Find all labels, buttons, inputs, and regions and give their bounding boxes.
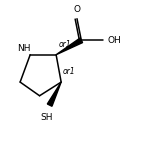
Text: SH: SH	[41, 113, 53, 122]
Polygon shape	[47, 82, 61, 106]
Polygon shape	[56, 38, 83, 55]
Text: or1: or1	[58, 40, 71, 49]
Text: O: O	[73, 5, 81, 14]
Text: OH: OH	[107, 36, 121, 45]
Text: NH: NH	[17, 44, 30, 53]
Text: or1: or1	[63, 67, 75, 76]
